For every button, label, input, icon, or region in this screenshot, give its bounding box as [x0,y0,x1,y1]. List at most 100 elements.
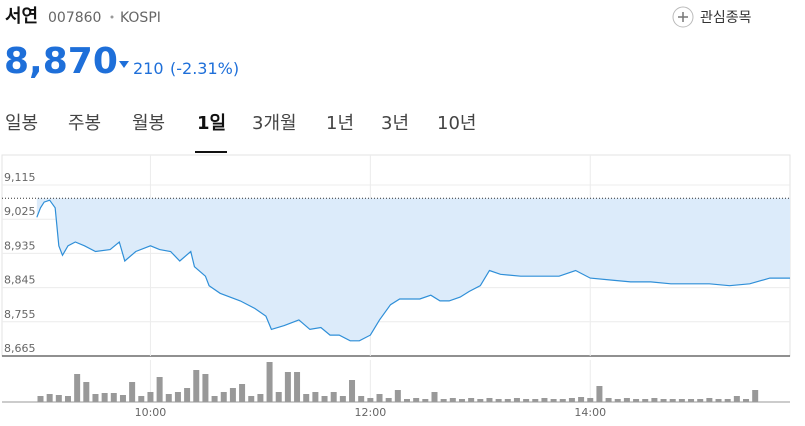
watchlist-label[interactable]: 관심종목 [700,10,752,26]
volume-bar [37,396,44,402]
volume-bar [367,398,374,402]
volume-bar [431,392,438,402]
volume-bar [202,374,209,402]
y-tick-label: 8,755 [4,308,36,321]
chart: 9,115 9,025 8,935 8,845 8,755 8,665 10:00 12:00… [2,155,791,419]
watchlist-button[interactable]: 관심종목 [672,6,752,28]
y-tick-label: 8,665 [4,342,36,355]
volume-bar [623,398,630,402]
volume-bar [129,382,136,402]
tab[interactable]: 10년 [437,113,476,134]
y-tick-label: 9,025 [4,205,36,218]
volume-bar [147,392,154,402]
y-tick-label: 8,935 [4,239,36,252]
stock-code: 007860 [48,10,101,26]
volume-bar [458,399,465,402]
tab[interactable]: 1년 [326,113,354,134]
volume-bar [294,372,301,402]
x-tick-label: 14:00 [574,406,606,419]
volume-bar [321,396,328,402]
volume-bar [55,395,62,402]
volume-bar [596,386,603,402]
volume-bar [211,396,218,402]
price: 8,870 [4,41,118,82]
tab[interactable]: 월봉 [132,113,165,134]
volume-bar [138,396,145,402]
volume-bar [715,399,722,402]
volume-bar [46,394,53,402]
tab[interactable]: 3개월 [252,113,297,134]
volume-bar [376,394,383,402]
volume-bar [275,392,282,402]
volume-bar [64,396,71,402]
volume-bar [477,399,484,402]
volume-bar [614,399,621,402]
volume-bar [193,370,200,402]
volume-bar [752,390,759,402]
tab[interactable]: 일봉 [5,113,38,134]
volume-bar [110,393,117,402]
volume-bar [156,377,163,402]
area-fill [36,198,791,341]
volume-bar [568,398,575,402]
volume-bar [733,396,740,402]
volume-bar [550,399,557,402]
volume-bar [605,398,612,402]
volume-bar [504,399,511,402]
volume-bar [532,399,539,402]
volume-bar [688,399,695,402]
tabs: 일봉 주봉 월봉 1일 3개월 1년 3년 10년 [5,113,476,153]
x-tick-label: 10:00 [135,406,167,419]
plus-icon [672,6,694,28]
y-tick-label: 9,115 [4,171,36,184]
volume-bar [651,398,658,402]
tab[interactable]: 주봉 [68,113,101,134]
tab[interactable]: 3년 [381,113,409,134]
y-tick-label: 8,845 [4,274,36,287]
tab[interactable]: 1일 [197,113,226,134]
down-arrow [119,61,129,68]
volume-bar [440,399,447,402]
volume-bar [74,374,81,402]
volume-bar [468,398,475,402]
change-pct: (-2.31%) [170,59,239,78]
volume-bar [83,382,90,402]
volume-bar [633,399,640,402]
volume-bar [495,399,502,402]
volume-bar [284,372,291,402]
volume-bar [642,399,649,402]
volume-bar [449,398,456,402]
volume-bar [101,393,108,402]
volume-bar [394,390,401,402]
volume-bar [339,396,346,402]
volume-bar [184,388,191,402]
plus-sign [678,12,688,22]
volume-bar [422,399,429,402]
volume-bar [523,399,530,402]
volume-bar [257,394,264,402]
volume-bar [92,394,99,402]
volume-bar [706,398,713,402]
volume-bar [165,394,172,402]
volume-bar [678,399,685,402]
volume-bar [587,398,594,402]
volume-bar [743,399,750,402]
volume-bar [303,394,310,402]
volume-bar [248,396,255,402]
x-tick-label: 12:00 [355,406,387,419]
volume-bar [330,392,337,402]
change: 210 [133,59,164,78]
separator [110,15,114,19]
volume-bar [513,398,520,402]
volume-bar [349,380,356,402]
volume-bar [404,399,411,402]
volume-bar [669,399,676,402]
volume-bar [697,399,704,402]
market: KOSPI [120,10,161,26]
volume-bar [578,397,585,402]
volume-bar [559,399,566,402]
volume-bar [724,399,731,402]
volume-bar [660,399,667,402]
